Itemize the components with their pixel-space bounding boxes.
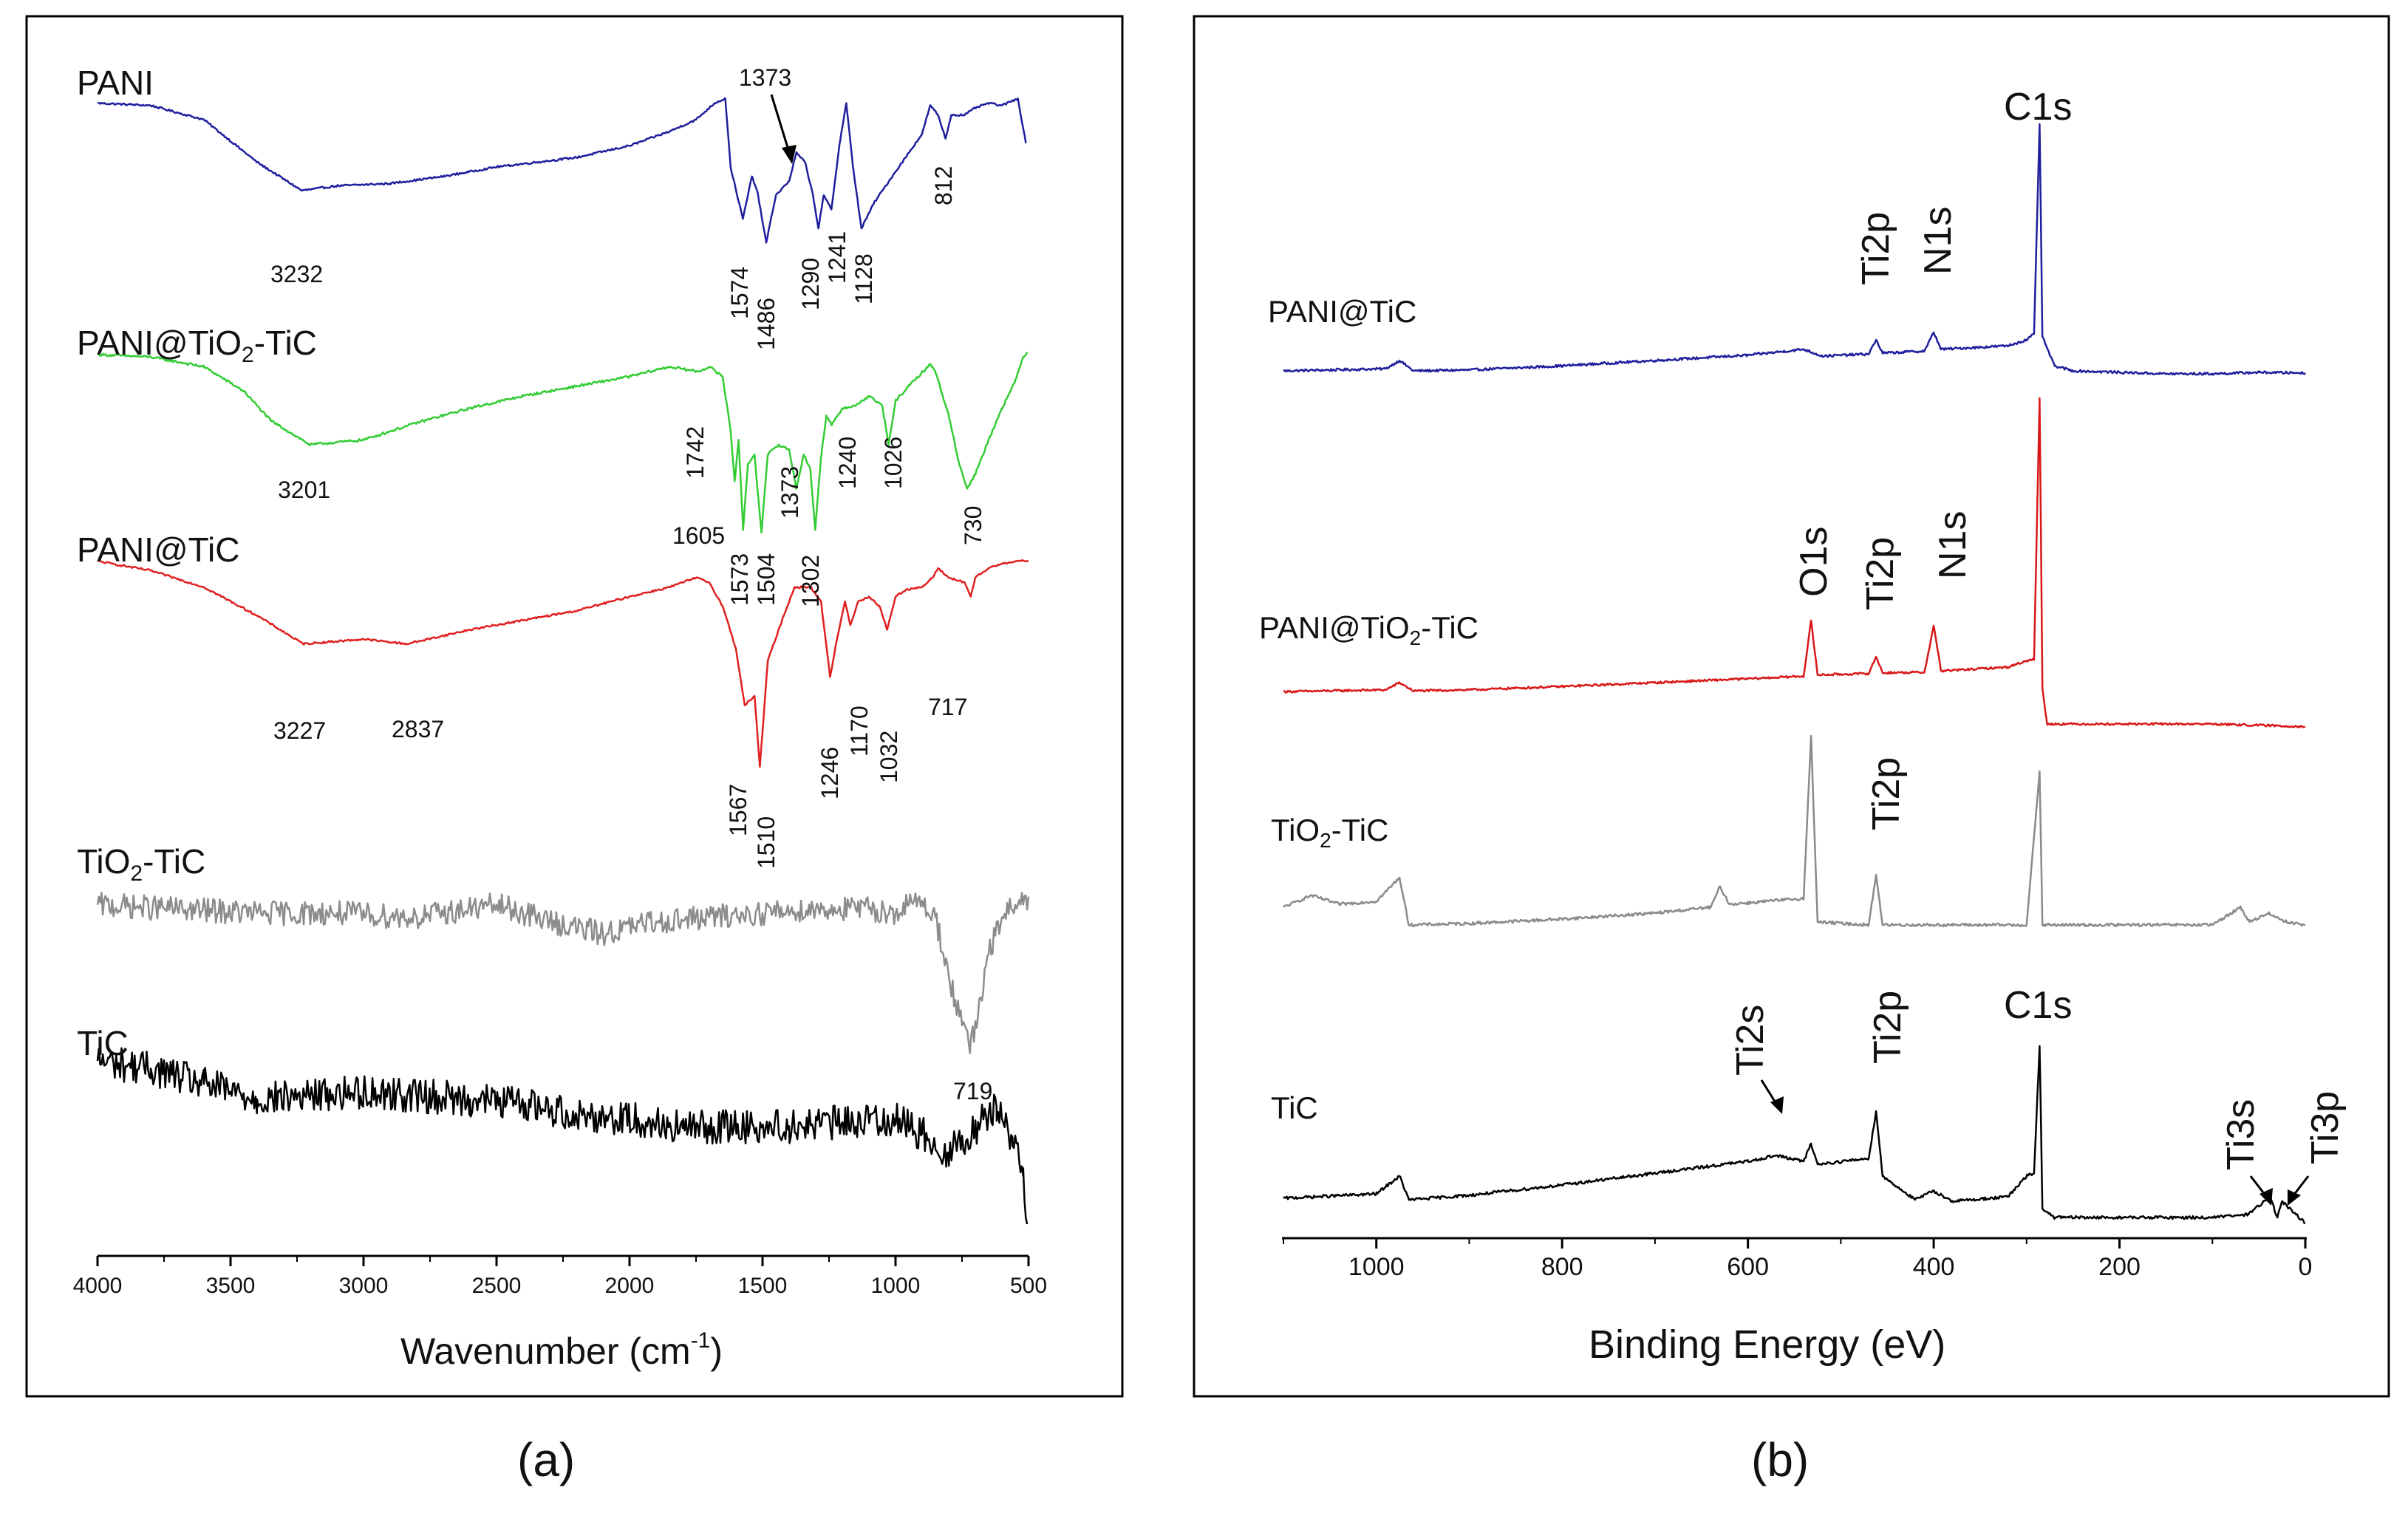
a-peak-1032: 1032 xyxy=(876,731,902,783)
series-line-pani-tic xyxy=(1283,123,2306,376)
series-line-pani-tio2-tic xyxy=(1283,397,2306,728)
x-tick-label-2500: 2500 xyxy=(472,1274,522,1298)
a-label-pani-tic: PANI@TiC xyxy=(77,530,239,569)
b-arrowhead-ti2s xyxy=(1770,1096,1784,1114)
panel-b-frame xyxy=(1193,15,2390,1398)
series-line-tio2-tic xyxy=(96,892,1030,1054)
b-ann-ti2p-1: Ti2p xyxy=(1855,212,1897,285)
x-tick-label-3000: 3000 xyxy=(339,1274,389,1298)
x-tick-label-500: 500 xyxy=(1010,1274,1047,1298)
series-line-pani-tic xyxy=(97,559,1029,768)
b-ann-ti2p-4: Ti2p xyxy=(1866,991,1909,1064)
b-label-tic: TiC xyxy=(1271,1090,1318,1125)
a-label-pani-tio2-tic: PANI@TiO2-TiC xyxy=(77,324,317,367)
a-peak-1373-tio2: 1373 xyxy=(777,466,803,519)
x-tick-label-0: 0 xyxy=(2299,1253,2313,1281)
a-peak-1573: 1573 xyxy=(726,553,753,606)
x-tick-label-1500: 1500 xyxy=(738,1274,788,1298)
caption-a: (a) xyxy=(517,1433,575,1486)
a-peak-1504: 1504 xyxy=(753,553,780,606)
x-tick-label-4000: 4000 xyxy=(73,1274,123,1298)
x-tick-label-3500: 3500 xyxy=(206,1274,256,1298)
a-peak-3227: 3227 xyxy=(273,717,326,744)
a-peak-1567: 1567 xyxy=(725,784,751,836)
b-ann-n1s-1: N1s xyxy=(1917,207,1960,275)
a-peak-1605: 1605 xyxy=(672,522,725,549)
a-peak-1246: 1246 xyxy=(816,747,843,799)
a-label-pani: PANI xyxy=(77,64,154,102)
x-tick-label-1000: 1000 xyxy=(1348,1253,1405,1281)
panel-b-curves xyxy=(1283,123,2306,1225)
b-ann-o1s: O1s xyxy=(1793,527,1835,597)
x-tick-label-600: 600 xyxy=(1727,1253,1769,1281)
a-label-tio2-tic: TiO2-TiC xyxy=(77,842,205,886)
a-peak-1026: 1026 xyxy=(880,437,907,489)
a-peak-1742: 1742 xyxy=(682,426,709,479)
panel-b: 1000 800 600 400 200 0 PANI@TiC PANI@TiO2-TiC… xyxy=(1193,15,2390,1398)
b-ann-ti2p-3: Ti2p xyxy=(1865,757,1908,830)
a-xlabel: Wavenumber (cm-1) xyxy=(400,1328,723,1372)
b-ann-n1s-2: N1s xyxy=(1931,511,1974,579)
x-tick-label-400: 400 xyxy=(1913,1253,1955,1281)
b-ann-ti3p: Ti3p xyxy=(2304,1091,2347,1164)
panel-a-curves xyxy=(96,97,1030,1225)
series-line-tio2-tic xyxy=(1283,734,2306,928)
a-peak-3201: 3201 xyxy=(278,477,330,503)
a-peak-1128: 1128 xyxy=(850,253,877,304)
a-arrow-1373 xyxy=(770,94,791,153)
a-peak-717: 717 xyxy=(928,694,967,720)
b-ann-ti2p-2: Ti2p xyxy=(1859,537,1902,610)
b-arrow-ti2s xyxy=(1760,1079,1778,1104)
a-peak-1241: 1241 xyxy=(824,231,850,284)
b-ann-c1s-1: C1s xyxy=(2004,86,2072,129)
b-ann-ti3s: Ti3s xyxy=(2220,1099,2262,1170)
a-peak-1510: 1510 xyxy=(753,816,780,869)
x-tick-label-1000: 1000 xyxy=(871,1274,921,1298)
a-label-tic: TiC xyxy=(77,1024,129,1062)
x-tick-label-800: 800 xyxy=(1541,1253,1583,1281)
b-label-pani-tio2-tic: PANI@TiO2-TiC xyxy=(1259,610,1478,649)
caption-b: (b) xyxy=(1751,1433,1809,1486)
b-ann-c1s-2: C1s xyxy=(2004,984,2072,1027)
a-peak-1574: 1574 xyxy=(726,267,753,319)
a-peak-3232: 3232 xyxy=(270,261,323,287)
a-peak-1486: 1486 xyxy=(753,298,780,350)
a-arrowhead-1373 xyxy=(782,145,797,164)
panel-a-x-ticks: 4000 3500 3000 2500 2000 1500 1000 500 xyxy=(73,1256,1047,1298)
x-tick-label-200: 200 xyxy=(2098,1253,2141,1281)
series-line-pani-tio2-tic xyxy=(97,352,1029,534)
b-arrowhead-ti3p xyxy=(2288,1189,2301,1206)
a-peak-719: 719 xyxy=(953,1078,992,1104)
b-arrow-ti3s xyxy=(2249,1175,2267,1196)
a-peak-2837: 2837 xyxy=(392,716,444,742)
series-line-tic xyxy=(1283,1045,2306,1225)
b-label-pani-tic: PANI@TiC xyxy=(1268,294,1416,329)
a-peak-1302: 1302 xyxy=(797,555,824,607)
x-tick-label-2000: 2000 xyxy=(605,1274,655,1298)
series-line-pani xyxy=(97,97,1027,244)
panel-a-frame xyxy=(25,15,1124,1398)
a-peak-1240-tio2: 1240 xyxy=(834,437,861,489)
a-peak-1373-pani: 1373 xyxy=(739,64,791,91)
a-peak-812: 812 xyxy=(930,166,957,205)
b-label-tio2-tic: TiO2-TiC xyxy=(1271,813,1388,852)
series-line-tic xyxy=(96,1047,1029,1225)
a-peak-730: 730 xyxy=(960,506,986,545)
panel-b-x-ticks: 1000 800 600 400 200 0 xyxy=(1283,1238,2312,1281)
b-arrow-ti3p xyxy=(2292,1175,2310,1196)
b-xlabel: Binding Energy (eV) xyxy=(1589,1322,1945,1367)
b-ann-ti2s: Ti2s xyxy=(1729,1005,1772,1076)
panel-a: 4000 3500 3000 2500 2000 1500 1000 500 PANI PAN… xyxy=(25,15,1124,1398)
a-peak-1170: 1170 xyxy=(846,706,873,756)
b-arrowhead-ti3s xyxy=(2259,1188,2273,1206)
a-peak-1290: 1290 xyxy=(797,258,824,310)
